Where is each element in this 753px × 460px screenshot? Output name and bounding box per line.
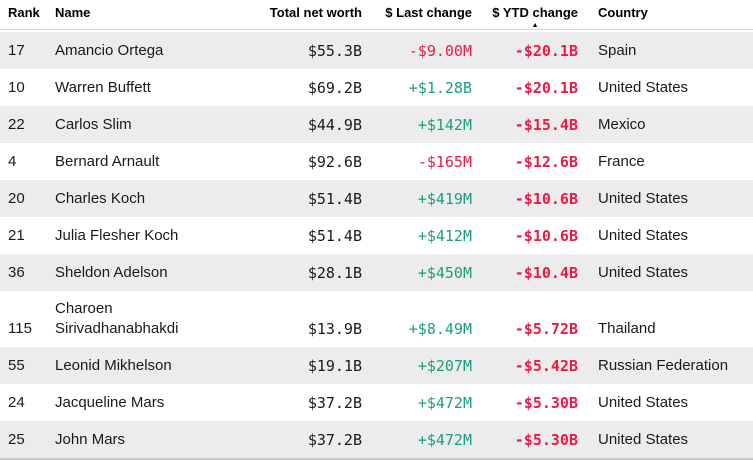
cell-rank: 20	[8, 190, 25, 207]
cell-net-worth: $13.9B	[307, 320, 362, 338]
cell-country: Spain	[598, 42, 637, 59]
cell-country: United States	[598, 190, 689, 207]
cell-name: Carlos Slim	[55, 116, 132, 133]
cell-country: United States	[598, 264, 689, 281]
cell-name: Sheldon Adelson	[55, 264, 168, 281]
cell-rank: 22	[8, 116, 25, 133]
table-row[interactable]: 22 Carlos Slim $44.9B +$142M -$15.4B Mexico	[0, 106, 753, 143]
cell-ytd-change: -$20.1B	[514, 42, 578, 60]
table-body: 17 Amancio Ortega $55.3B -$9.00M -$20.1B Spai…	[0, 32, 753, 460]
cell-net-worth: $28.1B	[307, 264, 362, 282]
header-cell-rank[interactable]: Rank	[8, 5, 40, 20]
cell-last-change: +$472M	[417, 394, 472, 412]
header-cell-ytd-change[interactable]: $ YTD change ▲	[472, 5, 578, 29]
cell-rank: 24	[8, 394, 25, 411]
cell-ytd-change: -$5.42B	[514, 357, 578, 375]
cell-last-change: +$207M	[417, 357, 472, 375]
table-row[interactable]: 55 Leonid Mikhelson $19.1B +$207M -$5.42B Rus…	[0, 347, 753, 384]
cell-name: Charles Koch	[55, 190, 146, 207]
cell-country: United States	[598, 227, 689, 244]
cell-net-worth: $69.2B	[307, 79, 362, 97]
cell-name: Leonid Mikhelson	[55, 357, 172, 374]
cell-name: Warren Buffett	[55, 79, 151, 96]
cell-ytd-change: -$5.30B	[514, 394, 578, 412]
header-cell-name[interactable]: Name	[55, 5, 91, 20]
cell-rank: 25	[8, 431, 25, 448]
sort-ascending-icon[interactable]: ▲	[531, 22, 539, 29]
cell-last-change: +$142M	[417, 116, 472, 134]
cell-name: Jacqueline Mars	[55, 394, 165, 411]
header-cell-country[interactable]: Country	[598, 5, 648, 20]
table-row[interactable]: 21 Julia Flesher Koch $51.4B +$412M -$10.6B U…	[0, 217, 753, 254]
cell-country: United States	[598, 431, 689, 448]
cell-last-change: +$419M	[417, 190, 472, 208]
cell-name: John Mars	[55, 431, 126, 448]
cell-ytd-change: -$10.6B	[514, 227, 578, 245]
cell-last-change: +$450M	[417, 264, 472, 282]
header-ytd-label: $ YTD change	[492, 5, 578, 20]
cell-name: Charoen Sirivadhanabhakdi	[55, 300, 179, 337]
cell-ytd-change: -$15.4B	[514, 116, 578, 134]
cell-net-worth: $55.3B	[307, 42, 362, 60]
cell-country: Thailand	[598, 320, 656, 337]
cell-net-worth: $51.4B	[307, 227, 362, 245]
cell-name: Julia Flesher Koch	[55, 227, 179, 244]
cell-last-change: -$165M	[417, 153, 472, 171]
cell-country: United States	[598, 394, 689, 411]
table-row[interactable]: 24 Jacqueline Mars $37.2B +$472M -$5.30B Unit…	[0, 384, 753, 421]
table-row[interactable]: 4 Bernard Arnault $92.6B -$165M -$12.6B Franc…	[0, 143, 753, 180]
cell-rank: 36	[8, 264, 25, 281]
cell-net-worth: $44.9B	[307, 116, 362, 134]
cell-rank: 10	[8, 79, 25, 96]
cell-last-change: +$412M	[417, 227, 472, 245]
cell-rank: 4	[8, 153, 17, 170]
cell-country: France	[598, 153, 645, 170]
cell-last-change: +$1.28B	[408, 79, 472, 97]
table-row[interactable]: 36 Sheldon Adelson $28.1B +$450M -$10.4B Unit…	[0, 254, 753, 291]
cell-rank: 21	[8, 227, 25, 244]
header-cell-last-change[interactable]: $ Last change	[385, 5, 472, 20]
cell-net-worth: $37.2B	[307, 431, 362, 449]
cell-ytd-change: -$20.1B	[514, 79, 578, 97]
cell-rank: 55	[8, 357, 25, 374]
cell-net-worth: $19.1B	[307, 357, 362, 375]
cell-last-change: +$8.49M	[408, 320, 472, 338]
cell-last-change: -$9.00M	[408, 42, 472, 60]
cell-last-change: +$472M	[417, 431, 472, 449]
table-row[interactable]: 20 Charles Koch $51.4B +$419M -$10.6B United …	[0, 180, 753, 217]
cell-ytd-change: -$12.6B	[514, 153, 578, 171]
cell-ytd-change: -$10.4B	[514, 264, 578, 282]
table-row[interactable]: 10 Warren Buffett $69.2B +$1.28B -$20.1B Unit…	[0, 69, 753, 106]
cell-country: Mexico	[598, 116, 646, 133]
cell-country: United States	[598, 79, 689, 96]
cell-ytd-change: -$10.6B	[514, 190, 578, 208]
header-cell-net-worth[interactable]: Total net worth	[269, 5, 362, 20]
cell-net-worth: $37.2B	[307, 394, 362, 412]
cell-country: Russian Federation	[598, 357, 729, 374]
cell-ytd-change: -$5.30B	[514, 431, 578, 449]
cell-name: Amancio Ortega	[55, 42, 164, 59]
cell-ytd-change: -$5.72B	[514, 320, 578, 338]
cell-rank: 115	[8, 320, 32, 337]
table-row[interactable]: 115 Charoen Sirivadhanabhakdi $13.9B +$8.49…	[0, 291, 753, 347]
table-row[interactable]: 17 Amancio Ortega $55.3B -$9.00M -$20.1B Spai…	[0, 32, 753, 69]
table-header-row: Rank Name Total net worth $ Last change …	[0, 0, 753, 30]
cell-net-worth: $51.4B	[307, 190, 362, 208]
cell-name: Bernard Arnault	[55, 153, 160, 170]
table-row[interactable]: 25 John Mars $37.2B +$472M -$5.30B United Sta…	[0, 421, 753, 458]
cell-net-worth: $92.6B	[307, 153, 362, 171]
cell-rank: 17	[8, 42, 25, 59]
